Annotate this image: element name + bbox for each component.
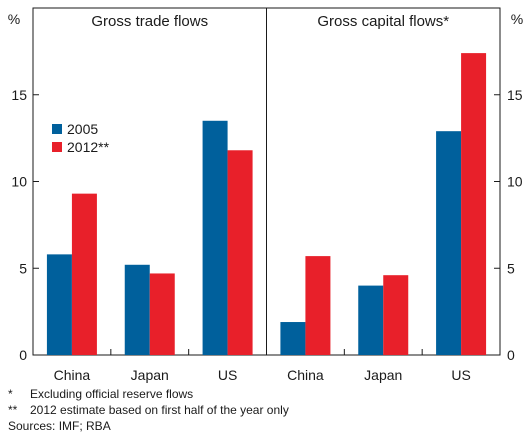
y-tick-label-left: 0 — [19, 347, 27, 363]
bar — [202, 120, 228, 356]
x-tick-label: China — [287, 367, 324, 383]
panel-title: Gross capital flows* — [317, 13, 449, 30]
note-2012-estimate: ** 2012 estimate based on first half of t… — [8, 403, 289, 417]
chart-notes: * Excluding official reserve flows ** 2012… — [8, 386, 289, 434]
y-unit-label-right: % — [511, 11, 523, 27]
bar — [436, 131, 462, 355]
legend-label: 2012** — [67, 139, 110, 155]
x-tick-label: US — [451, 367, 470, 383]
y-tick-label-right: 15 — [507, 87, 523, 103]
x-tick-label: US — [218, 367, 237, 383]
legend-swatch — [52, 142, 62, 152]
bar — [358, 285, 384, 355]
y-tick-label-right: 5 — [507, 260, 515, 276]
x-tick-label: Japan — [131, 367, 169, 383]
bar — [149, 273, 175, 355]
y-tick-label-left: 15 — [11, 87, 27, 103]
bar — [280, 322, 306, 355]
note-sources: Sources: IMF; RBA — [8, 419, 111, 433]
bar — [305, 256, 331, 355]
x-tick-label: China — [54, 367, 91, 383]
legend-swatch — [52, 124, 62, 134]
bilateral-flows-chart: % % 0 0 5 5 10 10 15 15 Gross trade flows China Japa… — [8, 7, 523, 383]
y-tick-label-left: 5 — [19, 260, 27, 276]
bar — [227, 150, 253, 355]
y-tick-label-left: 10 — [11, 174, 27, 190]
bar — [461, 53, 487, 356]
panel-title: Gross trade flows — [91, 13, 208, 30]
note-excluding-reserve-flows: * Excluding official reserve flows — [8, 387, 194, 401]
bar — [383, 275, 409, 355]
bar — [124, 264, 150, 355]
legend-label: 2005 — [67, 121, 98, 137]
y-unit-label-left: % — [8, 11, 20, 27]
x-tick-label: Japan — [364, 367, 402, 383]
y-tick-label-right: 10 — [507, 174, 523, 190]
bar — [46, 254, 72, 355]
y-tick-label-right: 0 — [507, 347, 515, 363]
bar — [71, 193, 97, 355]
